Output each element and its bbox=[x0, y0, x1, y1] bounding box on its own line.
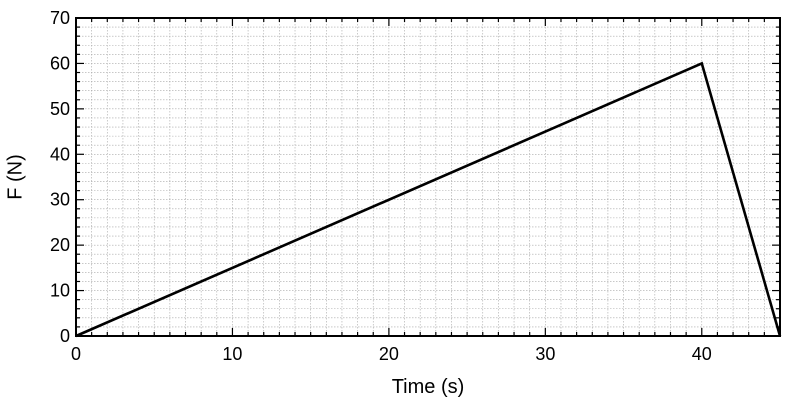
y-tick-label: 20 bbox=[50, 235, 70, 255]
x-tick-labels: 0 10 20 30 40 bbox=[71, 344, 712, 364]
x-tick-label: 10 bbox=[222, 344, 242, 364]
x-tick-label: 30 bbox=[535, 344, 555, 364]
y-tick-label: 0 bbox=[60, 326, 70, 346]
plot-frame bbox=[75, 17, 781, 337]
y-axis-label: F (N) bbox=[4, 154, 26, 200]
x-tick-label: 20 bbox=[379, 344, 399, 364]
y-tick-label: 10 bbox=[50, 281, 70, 301]
y-tick-label: 50 bbox=[50, 99, 70, 119]
y-tick-label: 70 bbox=[50, 8, 70, 28]
x-tick-label: 0 bbox=[71, 344, 81, 364]
grid bbox=[76, 18, 780, 336]
tick-marks bbox=[75, 17, 781, 337]
y-tick-label: 40 bbox=[50, 144, 70, 164]
y-tick-label: 60 bbox=[50, 53, 70, 73]
series-layer bbox=[75, 61, 782, 338]
x-tick-label: 40 bbox=[692, 344, 712, 364]
x-axis-label: Time (s) bbox=[392, 376, 465, 398]
y-tick-label: 30 bbox=[50, 190, 70, 210]
y-tick-labels: 0 10 20 30 40 50 60 70 bbox=[50, 8, 70, 346]
series-line bbox=[75, 61, 782, 338]
